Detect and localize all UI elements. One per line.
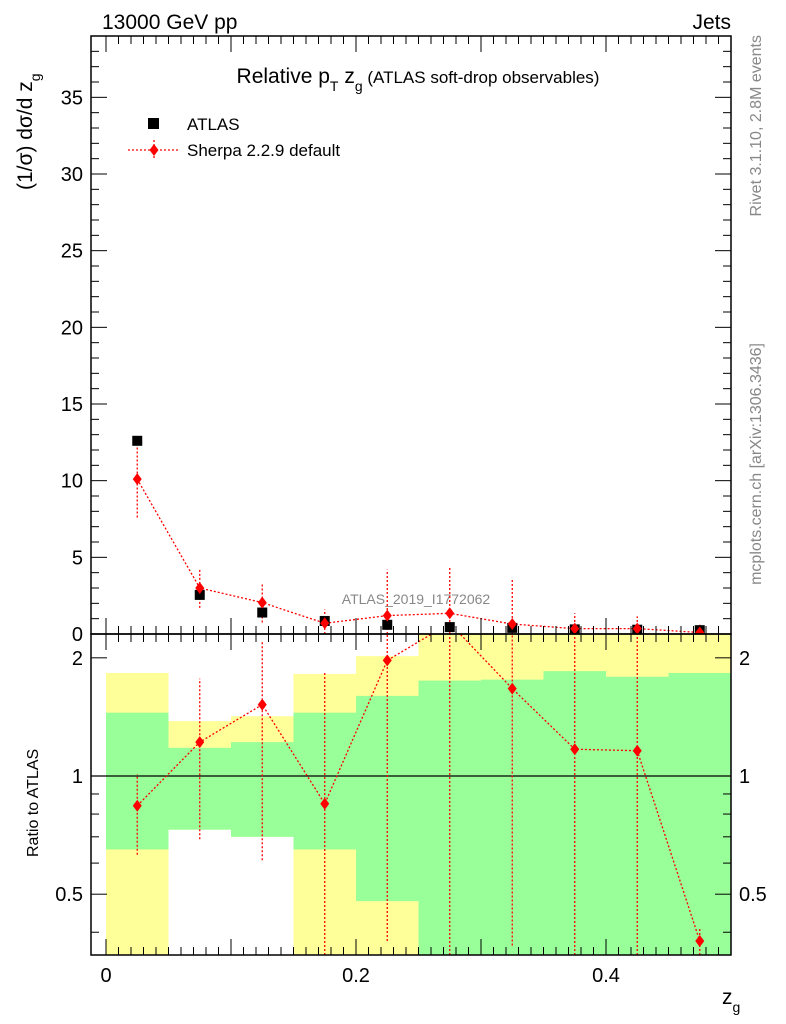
sherpa-point-7 <box>570 622 580 634</box>
main-ytick-label-7: 35 <box>61 87 83 109</box>
xtick-label-0: 0 <box>100 965 111 987</box>
atlas-point-4 <box>382 619 393 630</box>
legend-sherpa-label: Sherpa 2.2.9 default <box>187 141 340 160</box>
main-ylabel: (1/σ) dσ/d zg <box>14 73 43 190</box>
xlabel: zg <box>722 986 740 1015</box>
ratio-series-line <box>136 634 701 942</box>
legend-atlas-label: ATLAS <box>187 115 240 134</box>
ratio-point-6 <box>507 682 517 695</box>
ratio-frame <box>90 633 732 956</box>
green-band-9 <box>668 672 731 955</box>
main-ytick-label-2: 10 <box>61 471 83 493</box>
header-left-label: 13000 GeV pp <box>102 11 237 34</box>
xtick-label-2: 0.4 <box>592 965 620 987</box>
atlas-point-0 <box>132 435 143 446</box>
ratio-ytick-label-left-2: 2 <box>72 648 83 670</box>
ratio-point-2 <box>257 698 267 711</box>
ratio-ytick-label-right-1: 1 <box>739 766 750 788</box>
ratio-series <box>132 634 705 955</box>
ratio-point-7 <box>570 743 580 756</box>
ratio-uncertainty-bands <box>91 634 731 955</box>
main-ytick-label-6: 30 <box>61 164 83 186</box>
sherpa-point-3 <box>320 617 330 630</box>
ratio-ylabel: Ratio to ATLAS <box>25 749 42 857</box>
ratio-ytick-label-right-0: 0.5 <box>739 884 767 906</box>
xtick-label-1: 0.2 <box>342 965 370 987</box>
main-ytick-label-5: 25 <box>61 241 83 263</box>
mcplots-label: mcplots.cern.ch [arXiv:1306.3436] <box>748 343 765 585</box>
sherpa-point-9 <box>695 626 705 634</box>
sherpa-point-8 <box>632 622 642 634</box>
main-ytick-label-0: 0 <box>72 624 83 646</box>
header-right-label: Jets <box>692 11 731 34</box>
ratio-point-9 <box>695 934 705 947</box>
sherpa-point-6 <box>507 618 517 631</box>
ratio-point-0 <box>132 799 142 812</box>
ratio-point-8 <box>632 744 642 757</box>
main-series-group <box>132 435 705 634</box>
main-ytick-label-1: 5 <box>72 547 83 569</box>
atlas-point-1 <box>194 589 205 600</box>
ratio-series-group <box>132 634 705 955</box>
green-band-4 <box>356 695 419 902</box>
main-ytick-label-3: 15 <box>61 394 83 416</box>
atlas-point-5 <box>444 622 455 633</box>
legend: ATLAS Sherpa 2.2.9 default <box>128 115 340 160</box>
rivet-label: Rivet 3.1.10, 2.8M events <box>748 35 765 216</box>
atlas-point-2 <box>257 607 268 618</box>
sherpa-point-0 <box>132 473 142 486</box>
ratio-ytick-label-left-1: 1 <box>72 766 83 788</box>
sherpa-point-4 <box>382 609 392 622</box>
sherpa-point-1 <box>195 582 205 594</box>
main-title: Relative pT zg (ATLAS soft-drop observab… <box>237 65 600 94</box>
ratio-point-3 <box>320 797 330 810</box>
ratio-ytick-label-right-2: 2 <box>739 648 750 670</box>
ratio-point-1 <box>195 736 205 749</box>
green-band-2 <box>231 742 294 837</box>
axes: 0 5 10 15 20 25 30 35 0 0.2 0.4 0.5 0.5 1 1 2 2 <box>55 35 767 987</box>
main-ytick-label-4: 20 <box>61 317 83 339</box>
ratio-ytick-label-left-0: 0.5 <box>55 884 83 906</box>
legend-sherpa-marker <box>149 144 159 156</box>
sherpa-point-5 <box>445 607 455 620</box>
legend-atlas-marker <box>148 118 159 129</box>
main-series <box>132 435 705 634</box>
analysis-watermark: ATLAS_2019_I1772062 <box>342 591 491 607</box>
sherpa-point-2 <box>257 596 267 609</box>
sherpa-line <box>136 478 700 634</box>
ratio-point-4 <box>382 654 392 667</box>
